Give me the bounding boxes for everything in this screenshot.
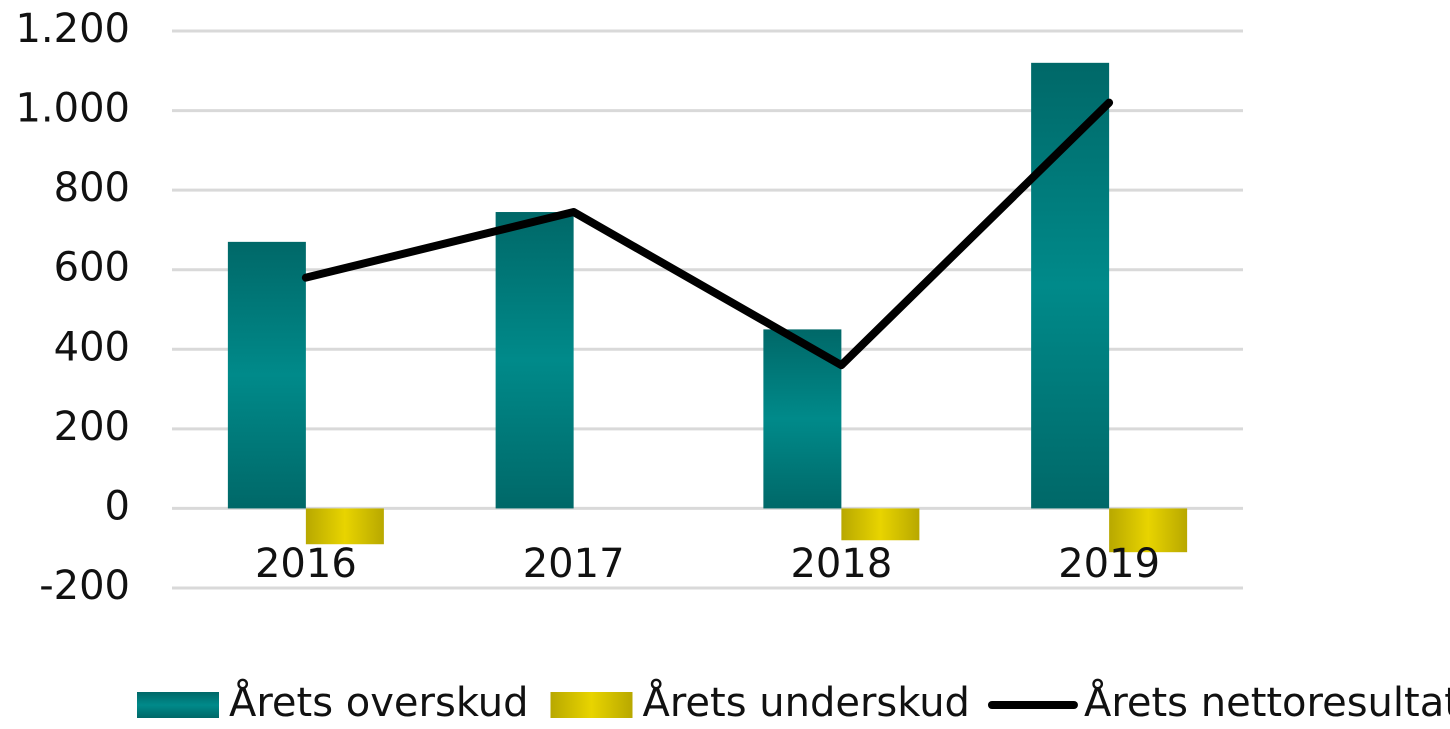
bar [305, 508, 384, 545]
bar [495, 212, 574, 509]
bar [227, 241, 306, 509]
y-tick-label: 800 [54, 165, 130, 211]
y-tick-label: 1.000 [15, 86, 130, 132]
x-tick-label: 2019 [1058, 541, 1160, 587]
legend-label: Årets nettoresultat [1084, 678, 1450, 725]
legend-label: Årets overskud [229, 678, 529, 725]
x-tick-label: 2016 [255, 541, 357, 587]
y-tick-label: -200 [39, 563, 130, 609]
bar [1031, 62, 1110, 509]
y-tick-label: 400 [54, 324, 130, 370]
y-tick-label: 1.200 [15, 6, 130, 52]
bar [841, 508, 920, 541]
y-tick-label: 0 [105, 483, 130, 529]
x-tick-label: 2018 [790, 541, 892, 587]
y-tick-label: 200 [54, 404, 130, 450]
legend-swatch [550, 692, 633, 718]
legend-swatch [137, 692, 219, 718]
bar [1109, 508, 1188, 553]
line [301, 98, 1114, 370]
y-tick-label: 600 [54, 245, 130, 291]
legend-label: Årets underskud [643, 678, 970, 725]
x-tick-label: 2017 [523, 541, 625, 587]
